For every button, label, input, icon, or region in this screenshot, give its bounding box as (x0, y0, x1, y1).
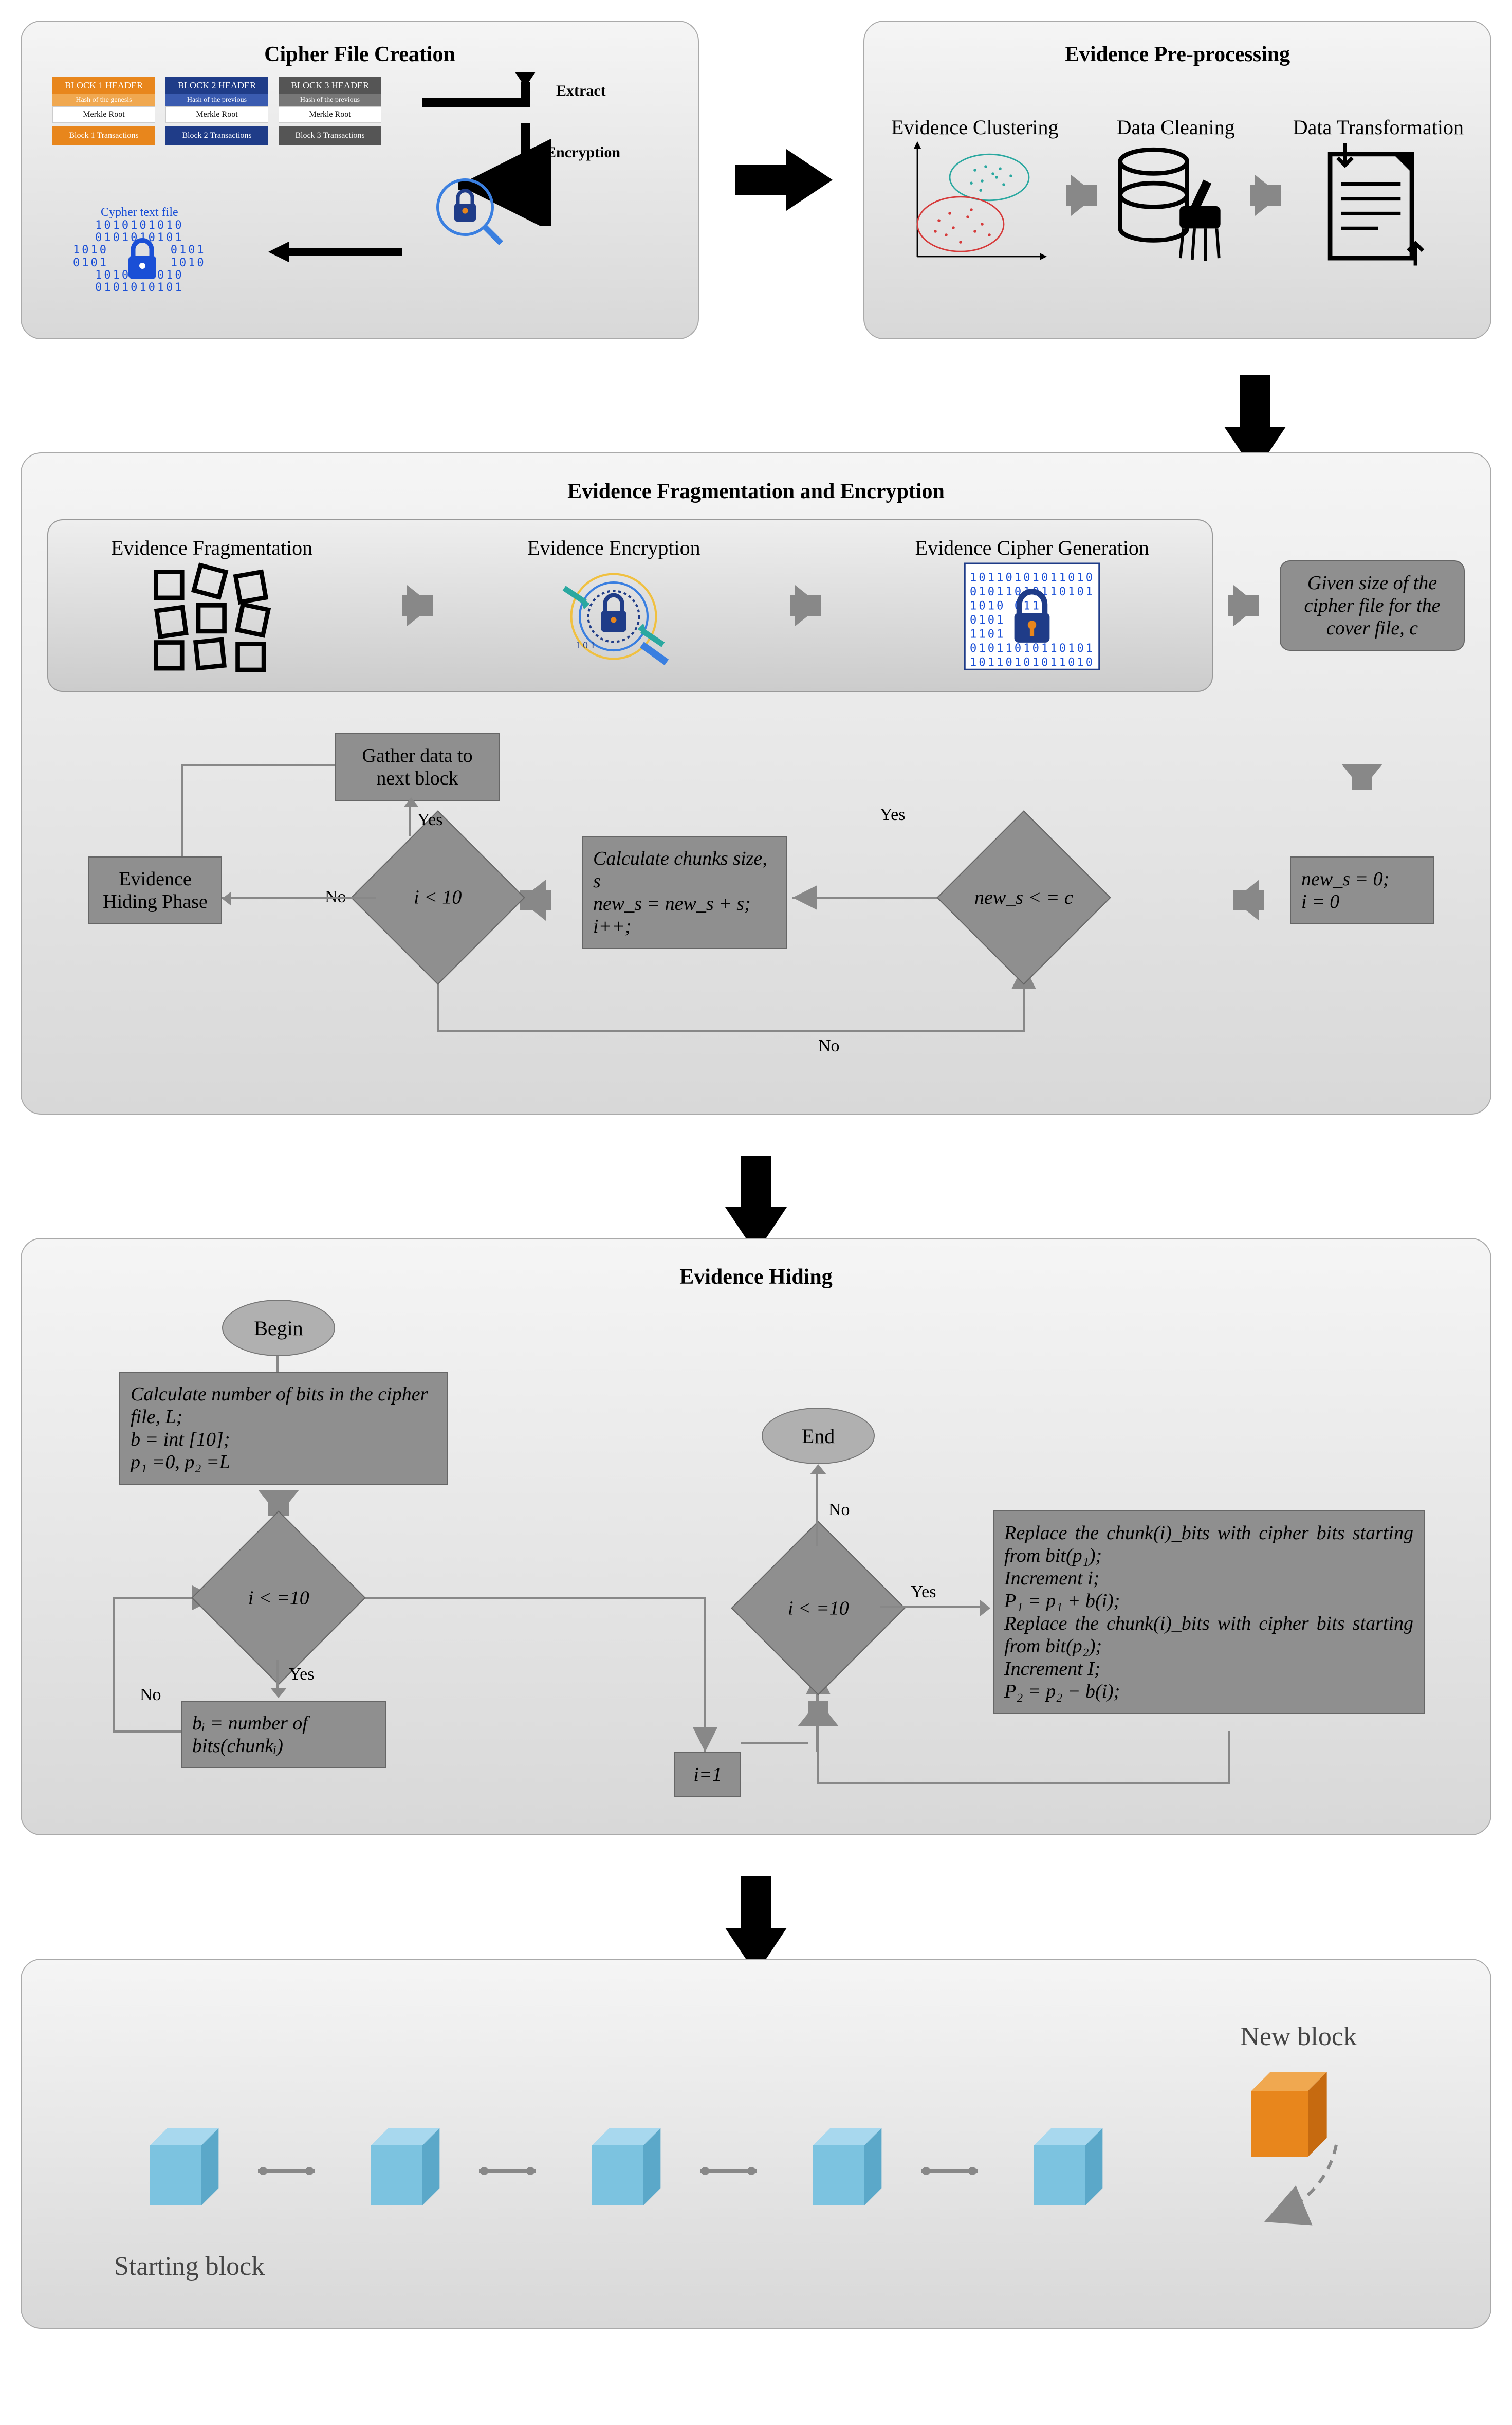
chain-link (700, 2158, 757, 2186)
svg-text:01011010110101: 01011010110101 (970, 642, 1095, 655)
node-init: new_s = 0; i = 0 (1290, 856, 1434, 924)
edge-no1: No (818, 1036, 840, 1056)
arrow-given-init (1341, 764, 1382, 790)
chain (124, 2120, 1111, 2225)
node-end: End (762, 1408, 875, 1464)
node-hide: Evidence Hiding Phase (88, 856, 222, 924)
step-cleaning: Data Cleaning (1109, 115, 1243, 276)
panel1-title: Cipher File Creation (42, 32, 677, 72)
panel-evidence-preprocessing: Evidence Pre-processing Evidence Cluster… (863, 21, 1491, 339)
chain-link (921, 2158, 978, 2186)
svg-text:10110101011010: 10110101011010 (970, 571, 1095, 584)
arrow-fe1 (407, 585, 433, 626)
arrow-pp2 (1255, 175, 1281, 216)
panel-cipher-file-creation: Cipher File Creation BLOCK 1 HEADER Hash… (21, 21, 699, 339)
arrow-fe2 (795, 585, 821, 626)
edge-yes2: Yes (417, 810, 442, 830)
extract-label: Extract (556, 82, 606, 100)
arrow-i1-condb (798, 1701, 839, 1726)
node-gather: Gather data to next block (335, 733, 500, 801)
node-cond-b: i < =10 (731, 1521, 905, 1695)
node-replace: Replace the chunk(i)_bits with cipher bi… (993, 1510, 1425, 1714)
arrow-p1-p2 (786, 149, 833, 211)
node-cond-i10: i < 10 (351, 810, 525, 984)
node-calc: Calculate chunks size, s new_s = new_s +… (582, 836, 787, 949)
node-begin: Begin (222, 1300, 335, 1356)
chain-link (258, 2158, 315, 2186)
chain-link (479, 2158, 536, 2186)
step-fragmentation: Evidence Fragmentation (111, 536, 312, 676)
arrow-to-given-size (1233, 585, 1259, 626)
panel-blockchain: New block Starting block (21, 1959, 1491, 2329)
step-clustering: Evidence Clustering (891, 115, 1058, 276)
panel-fragmentation-encryption: Evidence Fragmentation and Encryption Ev… (21, 452, 1491, 1115)
node-cond-news: new_s < = c (936, 810, 1111, 984)
chain-cube (1008, 2120, 1111, 2225)
edge-yes-a: Yes (289, 1665, 314, 1684)
arrow-pp1 (1071, 175, 1097, 216)
chain-cube (345, 2120, 448, 2225)
svg-text:10110101011010: 10110101011010 (970, 656, 1095, 669)
step-encryption: Evidence Encryption 1 0 1 (527, 536, 700, 676)
chain-cube (787, 2120, 890, 2225)
node-given-size: Given size of the cipher file for the co… (1280, 560, 1465, 651)
panel3-title: Evidence Fragmentation and Encryption (47, 469, 1465, 509)
node-cond-a: i < =10 (191, 1510, 365, 1685)
chain-cube (124, 2120, 227, 2225)
node-bi: bᵢ = number of bits(chunkᵢ) (181, 1701, 386, 1768)
svg-text:1010 0110: 1010 0110 (970, 599, 1050, 612)
block3: BLOCK 3 HEADER Hash of the previous Merk… (279, 77, 381, 145)
block2: BLOCK 2 HEADER Hash of the previous Merk… (165, 77, 268, 145)
encryption-label: Encryption (546, 144, 620, 161)
step-cipher-generation: Evidence Cipher Generation 1011010101101… (915, 536, 1149, 676)
new-block-label: New block (1240, 2021, 1357, 2052)
edge-no-a: No (140, 1685, 161, 1705)
svg-text:1 0 1: 1 0 1 (576, 640, 596, 651)
step-transformation: Data Transformation (1293, 115, 1464, 276)
block1: BLOCK 1 HEADER Hash of the genesis Merkl… (52, 77, 155, 145)
edge-yes1: Yes (880, 805, 905, 825)
arrow-init-cond1 (1233, 880, 1259, 921)
arrow-to-cypher (258, 236, 412, 267)
node-calc-bits: Calculate number of bits in the cipher f… (119, 1372, 448, 1485)
node-i1: i=1 (674, 1752, 741, 1797)
cypher-file: Cypher text file 10101010100101010101101… (73, 206, 206, 294)
new-block-arrow (1233, 2135, 1367, 2237)
encrypt-lock-icon (433, 175, 505, 247)
starting-block-label: Starting block (114, 2251, 265, 2282)
edge-yes-b: Yes (911, 1582, 936, 1602)
panel2-title: Evidence Pre-processing (885, 32, 1470, 72)
edge-no-b: No (828, 1500, 850, 1520)
panel-evidence-hiding: Evidence Hiding Begin Calculate number o… (21, 1238, 1491, 1835)
chain-cube (566, 2120, 669, 2225)
inner-fragmentation-steps: Evidence Fragmentation Evidence Encrypti… (47, 519, 1213, 692)
arrow-calc-cond2 (520, 880, 546, 921)
panel4-title: Evidence Hiding (47, 1254, 1465, 1294)
